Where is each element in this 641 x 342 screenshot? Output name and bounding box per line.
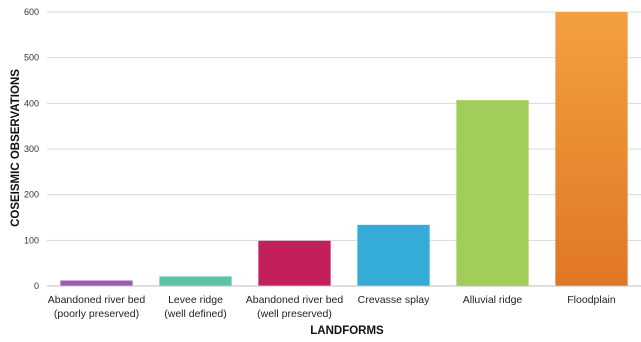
x-tick-label: (well preserved) [257,308,332,320]
y-tick-label: 300 [24,144,39,154]
bar [357,224,430,286]
y-tick-label: 0 [34,281,39,291]
bar [159,276,232,286]
y-tick-label: 400 [24,98,39,108]
y-tick-label: 600 [24,7,39,17]
y-axis-title: COSEISMIC OBSERVATIONS [10,69,22,227]
bar [456,100,529,287]
bars [60,12,628,287]
bar [258,240,331,286]
y-tick-label: 100 [24,235,39,245]
x-tick-label: (well defined) [164,308,226,320]
y-tick-label: 200 [24,190,39,200]
x-tick-label: Abandoned river bed [246,294,344,306]
grid-lines [47,11,641,241]
bar [555,12,628,286]
x-tick-label: (poorly preserved) [54,308,139,320]
x-tick-label: Alluvial ridge [463,294,523,306]
y-axis-ticks: 0 100 200 300 400 500 600 [24,7,39,291]
x-tick-label: Crevasse splay [358,294,431,306]
x-axis-categories: Abandoned river bed (poorly preserved) Lev… [48,294,616,320]
x-axis-title: LANDFORMS [310,325,384,337]
y-tick-label: 500 [24,53,39,63]
x-tick-label: Abandoned river bed [48,294,146,306]
x-tick-label: Levee ridge [168,294,223,306]
bar [60,280,133,286]
x-tick-label: Floodplain [567,294,616,306]
